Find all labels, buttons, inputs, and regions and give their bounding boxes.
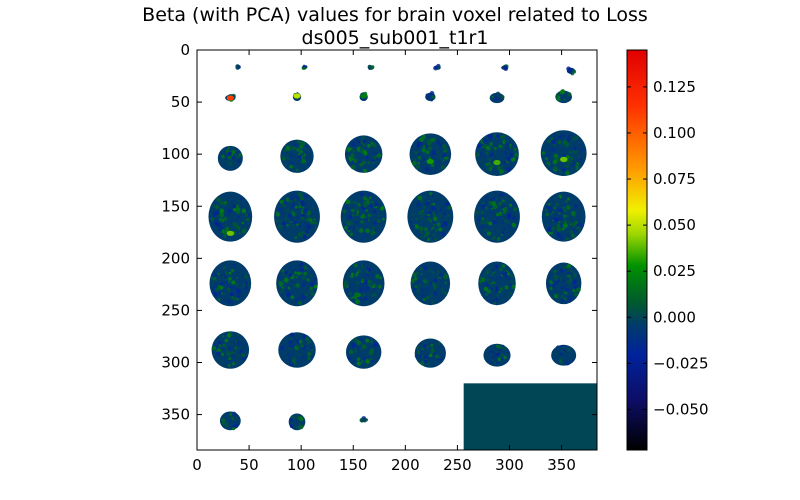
brain-slice-1-4 — [276, 260, 318, 307]
plot-area: 0 50 100 150 200 250 300 350 0 50 100 150 200 250 300 3… — [161, 41, 598, 474]
brain-slice-3-3 — [407, 190, 454, 243]
brain-slice-4-5 — [483, 343, 511, 367]
brain-slice-1-6 — [288, 413, 306, 431]
brain-slice-2-2 — [344, 135, 383, 173]
x-tick-label: 250 — [443, 456, 472, 474]
x-tick-label: 350 — [547, 456, 576, 474]
hotspot-1 — [293, 93, 301, 99]
colorbar-gradient — [626, 49, 648, 451]
chart-subtitle: ds005_sub001_t1r1 — [301, 27, 489, 49]
brain-slice-4-4 — [478, 261, 516, 306]
y-tick-label: 300 — [161, 354, 190, 372]
brain-slice-3-4 — [410, 261, 451, 306]
colorbar-tick-label: 0.125 — [653, 78, 696, 96]
x-tick-label: 200 — [391, 456, 420, 474]
hotspot-5 — [493, 159, 501, 166]
chart-title-block: Beta (with PCA) values for brain voxel r… — [0, 4, 790, 50]
brain-slice-4-2 — [475, 132, 519, 177]
hotspot-6 — [560, 156, 568, 162]
chart-title: Beta (with PCA) values for brain voxel r… — [142, 4, 648, 26]
empty-tile-block — [463, 383, 597, 450]
y-tick-label: 0 — [180, 41, 190, 59]
y-tick-label: 350 — [161, 406, 190, 424]
hotspot-0 — [226, 95, 234, 101]
brain-slice-5-0 — [566, 66, 577, 76]
brain-slice-3-1 — [425, 91, 436, 102]
brain-slice-5-1 — [555, 89, 573, 104]
brain-slice-5-5 — [551, 344, 577, 366]
colorbar-tick-label: 0.025 — [653, 262, 696, 280]
brain-slice-0-5 — [211, 331, 250, 369]
brain-slice-4-3 — [474, 190, 520, 243]
x-tick-label: 300 — [495, 456, 524, 474]
colorbar-tick-label: 0.000 — [653, 308, 696, 326]
colorbar: −0.050 −0.025 0.000 0.025 0.050 0.075 0.100 0.1… — [626, 49, 709, 451]
brain-slice-1-3 — [274, 190, 320, 243]
brain-slice-3-0 — [433, 63, 441, 71]
brain-slice-1-5 — [278, 332, 316, 368]
brain-slice-3-2 — [409, 133, 452, 176]
brain-slice-3-5 — [414, 338, 446, 368]
brain-slice-0-2 — [217, 145, 243, 171]
brain-slice-2-3 — [340, 190, 387, 243]
brain-slice-5-3 — [541, 191, 586, 242]
brain-slice-2-4 — [342, 260, 385, 307]
brain-slice-1-0 — [301, 64, 308, 70]
hotspot-4 — [426, 158, 434, 165]
colorbar-tick-label: −0.050 — [653, 400, 709, 418]
x-tick-label: 0 — [192, 456, 202, 474]
x-tick-label: 150 — [339, 456, 368, 474]
x-tick-label: 100 — [287, 456, 316, 474]
hotspot-2 — [360, 93, 368, 99]
colorbar-tick-label: −0.025 — [653, 354, 709, 372]
brain-slice-2-0 — [367, 64, 375, 71]
hotspot-3 — [226, 230, 234, 236]
colorbar-tick-label: 0.075 — [653, 170, 696, 188]
brain-slice-4-0 — [501, 64, 509, 71]
brain-slice-0-6 — [219, 411, 241, 431]
brain-slice-2-6 — [359, 416, 368, 423]
brain-slice-2-5 — [345, 335, 382, 369]
brain-slice-0-4 — [209, 260, 252, 307]
brain-slice-5-2 — [540, 130, 587, 177]
colorbar-tick-label: 0.100 — [653, 124, 696, 142]
brain-slice-4-1 — [489, 91, 505, 104]
y-tick-label: 200 — [161, 249, 190, 267]
y-tick-label: 150 — [161, 197, 190, 215]
y-tick-label: 50 — [171, 93, 190, 111]
y-tick-label: 250 — [161, 301, 190, 319]
brain-slice-5-4 — [545, 262, 582, 305]
plot-frame — [196, 49, 598, 451]
brain-slice-0-0 — [235, 64, 241, 70]
x-tick-label: 50 — [240, 456, 259, 474]
colorbar-tick-label: 0.050 — [653, 216, 696, 234]
y-tick-label: 100 — [161, 145, 190, 163]
brain-slice-1-2 — [280, 139, 314, 173]
